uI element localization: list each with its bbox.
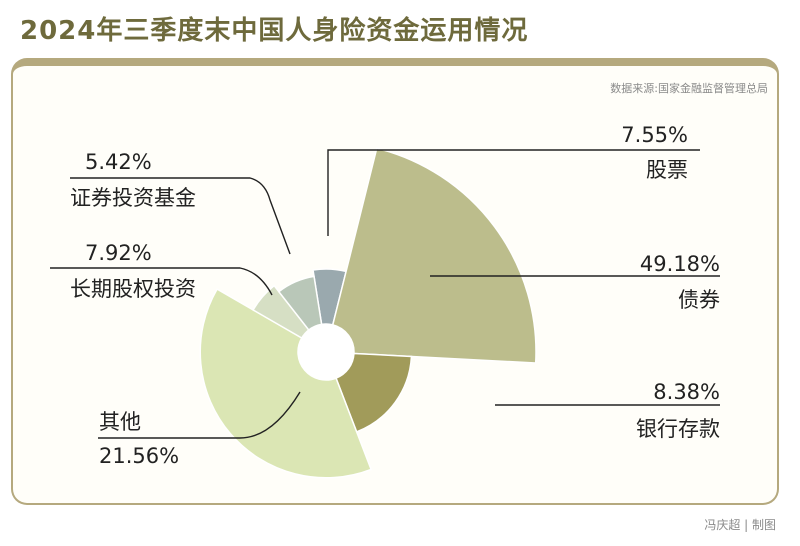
label-name-长期股权投资: 长期股权投资 [70, 277, 196, 301]
label-pct-债券: 49.18% [639, 252, 720, 276]
credit-note: 冯庆超 | 制图 [704, 518, 776, 532]
leader-line-其他 [98, 391, 301, 439]
label-name-证券投资基金: 证券投资基金 [70, 186, 196, 210]
label-pct-其他: 21.56% [99, 444, 180, 468]
label-pct-股票: 7.55% [621, 123, 688, 147]
label-name-银行存款: 银行存款 [636, 417, 720, 441]
leader-line-长期股权投资 [50, 267, 273, 296]
label-name-股票: 股票 [646, 158, 688, 182]
label-name-其他: 其他 [99, 410, 141, 434]
label-name-债券: 债券 [678, 288, 720, 312]
chart-title: 2024年三季度末中国人身险资金运用情况 [20, 16, 529, 46]
leader-line-证券投资基金 [70, 177, 291, 255]
label-pct-银行存款: 8.38% [653, 380, 720, 404]
source-note: 数据来源:国家金融监督管理总局 [610, 82, 768, 95]
leader-line-股票 [327, 149, 700, 236]
center-hole [298, 324, 354, 380]
slice-债券 [331, 147, 537, 364]
label-pct-长期股权投资: 7.92% [85, 241, 152, 265]
label-pct-证券投资基金: 5.42% [85, 150, 152, 174]
